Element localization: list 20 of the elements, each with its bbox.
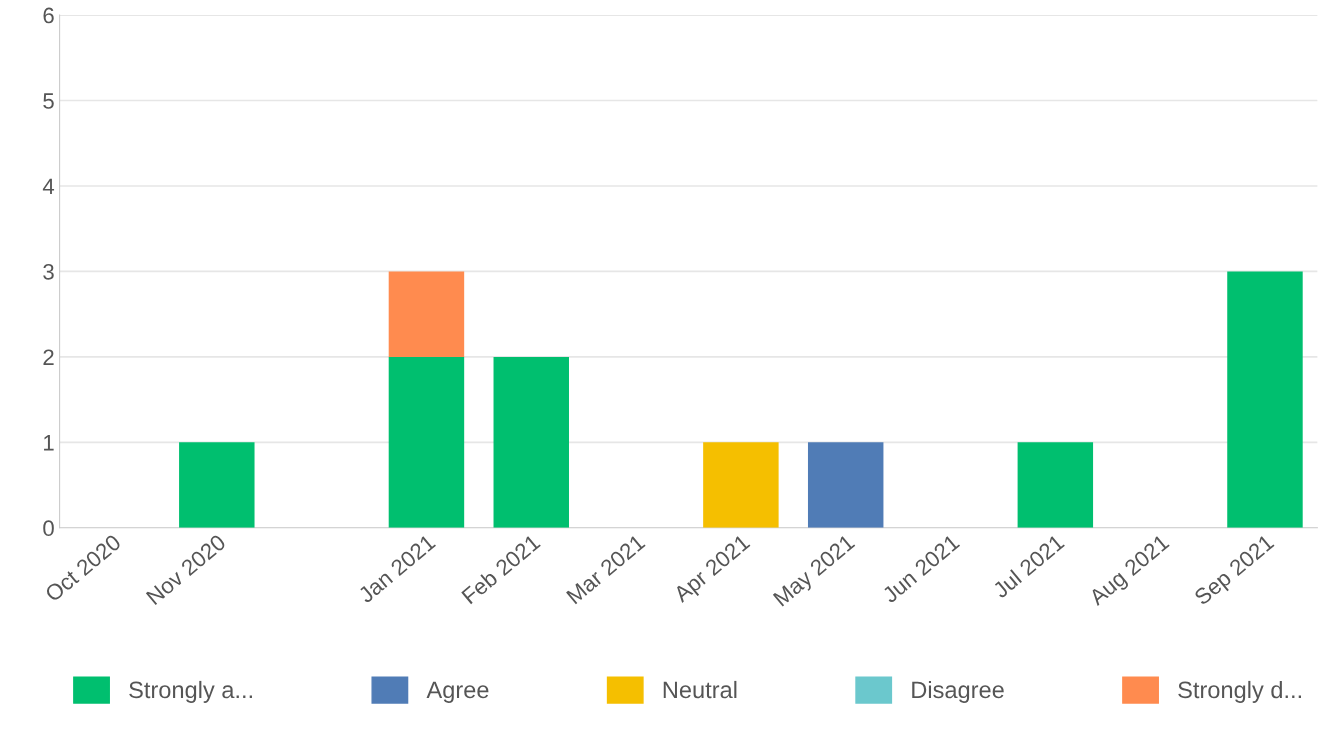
legend-label: Neutral [663,680,737,699]
bar [1017,442,1094,528]
bar [703,442,779,528]
bar [388,356,465,528]
bar [179,442,255,528]
legend-label: Disagree [912,680,1004,703]
bar [807,442,884,528]
legend-label: Strongly a... [129,680,252,703]
legend-label: Strongly d... [1178,680,1301,703]
y-tick-label: 1 [44,435,54,451]
y-tick-label: 2 [43,349,54,365]
y-tick-label: 3 [43,263,54,280]
bar [388,271,465,357]
legend-label: Agree [426,681,489,703]
y-tick-label: 6 [43,7,54,24]
y-tick-label: 0 [43,520,54,537]
y-tick-label: 5 [43,93,54,109]
y-tick-label: 4 [42,178,55,195]
bar [1227,271,1303,528]
bar [493,356,569,528]
